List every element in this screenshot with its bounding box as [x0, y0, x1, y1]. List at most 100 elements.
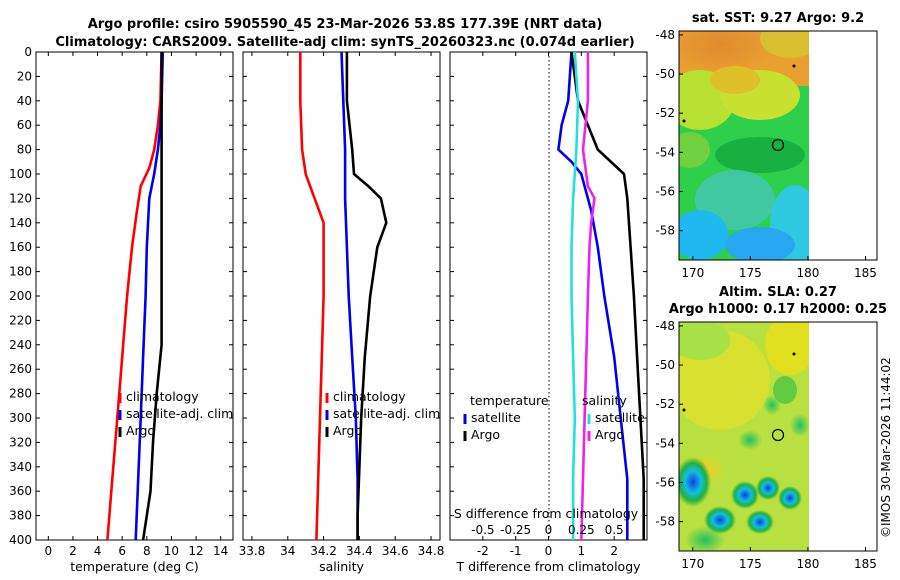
ytick-label: 360: [9, 484, 32, 498]
series-line-argo: [141, 52, 163, 541]
sst-xtick-label: 175: [739, 266, 762, 280]
watermark: ©IMOS 30-Mar-2026 11:44:02: [879, 357, 893, 538]
series-line-s-satellite: [570, 51, 580, 540]
xtick-label: -2: [477, 544, 489, 558]
series-line-climatology: [106, 51, 163, 541]
xtick-label: 34.4: [346, 544, 373, 558]
xtick-label: 34.6: [382, 544, 409, 558]
legend-label: climatology: [126, 389, 199, 404]
sla-ytick-label: -52: [655, 397, 675, 411]
sla-float-dot-2: [682, 408, 686, 412]
legend-label: satellite: [595, 410, 645, 425]
sla-xtick-label: 185: [854, 557, 877, 571]
x2-axis-label: S difference from climatology: [454, 506, 639, 521]
xtick-label: 10: [164, 544, 179, 558]
ytick-label: 0: [24, 45, 32, 59]
sla-ytick-label: -50: [655, 358, 675, 372]
sla-xtick-label: 180: [796, 557, 819, 571]
ytick-label: 180: [9, 265, 32, 279]
x2tick-label: -0.5: [471, 523, 494, 537]
series-line-s-argo: [580, 52, 596, 541]
sst-ytick-label: -54: [655, 145, 675, 159]
sla-float-dot-1: [792, 352, 796, 356]
xtick-label: 6: [118, 544, 126, 558]
ytick-label: 260: [9, 362, 32, 376]
ytick-label: 280: [9, 387, 32, 401]
ytick-label: 20: [17, 69, 32, 83]
ytick-label: 120: [9, 191, 32, 205]
ytick-label: 200: [9, 289, 32, 303]
sla-xtick-label: 170: [681, 557, 704, 571]
sst-float-dot-1: [792, 64, 796, 68]
ytick-label: 240: [9, 338, 32, 352]
sla-ytick-label: -56: [655, 475, 675, 489]
xtick-label: -1: [510, 544, 522, 558]
ytick-label: 40: [17, 94, 32, 108]
sla-title-2: Argo h1000: 0.17 h2000: 0.25: [669, 302, 887, 317]
sst-ytick-label: -52: [655, 106, 675, 120]
xtick-label: 8: [143, 544, 151, 558]
sst-title: sat. SST: 9.27 Argo: 9.2: [692, 11, 864, 26]
xtick-label: 14: [213, 544, 228, 558]
sla-title-1: Altim. SLA: 0.27: [719, 285, 837, 300]
salinity-axes: [242, 51, 441, 541]
legend-label: satellite-adj. clim: [333, 406, 440, 421]
sst-argo-marker: [771, 138, 785, 152]
sst-ytick-label: -48: [655, 28, 675, 42]
ytick-label: 100: [9, 167, 32, 181]
series-line-climatology: [298, 52, 325, 541]
sst-float-dot-2: [682, 119, 686, 123]
temperature-axes: [35, 51, 234, 541]
xtick-label: 34: [280, 544, 295, 558]
x2tick-label: 0: [545, 523, 553, 537]
x-axis-label: temperature (deg C): [70, 559, 199, 574]
ytick-label: 320: [9, 435, 32, 449]
sla-ytick-label: -54: [655, 436, 675, 450]
sla-map: [679, 322, 809, 551]
sst-map: [679, 31, 809, 260]
x-axis-label: salinity: [319, 559, 364, 574]
legend-label: satellite-adj. clim: [126, 406, 233, 421]
series-line-t-argo: [570, 51, 646, 540]
legend-label: satellite: [471, 410, 521, 425]
sla-ytick-label: -48: [655, 319, 675, 333]
x2tick-label: 0.25: [568, 523, 595, 537]
title-line1: Argo profile: csiro 5905590_45 23-Mar-20…: [88, 17, 603, 32]
legend-header-salinity: salinity: [582, 393, 627, 408]
legend-label: Argo: [595, 427, 624, 442]
xtick-label: 2: [69, 544, 77, 558]
ytick-label: 380: [9, 509, 32, 523]
sla-argo-marker: [771, 428, 785, 442]
xtick-label: 0: [44, 544, 52, 558]
xtick-label: 34.2: [310, 544, 337, 558]
xtick-label: 12: [188, 544, 203, 558]
xtick-label: 4: [94, 544, 102, 558]
xtick-label: 34.8: [418, 544, 445, 558]
series-line-t-satellite: [557, 51, 629, 540]
series-line-satellite-adj-clim: [340, 51, 359, 540]
sla-xtick-label: 175: [739, 557, 762, 571]
sst-ytick-label: -50: [655, 67, 675, 81]
xtick-label: 0: [545, 544, 553, 558]
x2tick-label: -0.25: [500, 523, 531, 537]
x-axis-label: T difference from climatology: [455, 559, 641, 574]
legend-label: Argo: [333, 423, 362, 438]
sst-xtick-label: 170: [681, 266, 704, 280]
x2tick-label: 0.5: [605, 523, 624, 537]
sst-ytick-label: -58: [655, 224, 675, 238]
sst-ytick-label: -56: [655, 184, 675, 198]
xtick-label: 2: [610, 544, 618, 558]
ytick-label: 400: [9, 533, 32, 547]
title-line2: Climatology: CARS2009. Satellite-adj cli…: [55, 35, 634, 50]
ytick-label: 220: [9, 313, 32, 327]
ytick-label: 160: [9, 240, 32, 254]
sst-map-frame: [678, 30, 878, 261]
legend-label: climatology: [333, 389, 406, 404]
legend-header-temperature: temperature: [470, 393, 549, 408]
sst-xtick-label: 185: [854, 266, 877, 280]
sla-map-frame: [678, 321, 878, 552]
ytick-label: 60: [17, 118, 32, 132]
xtick-label: 33.8: [239, 544, 266, 558]
sla-ytick-label: -58: [655, 515, 675, 529]
